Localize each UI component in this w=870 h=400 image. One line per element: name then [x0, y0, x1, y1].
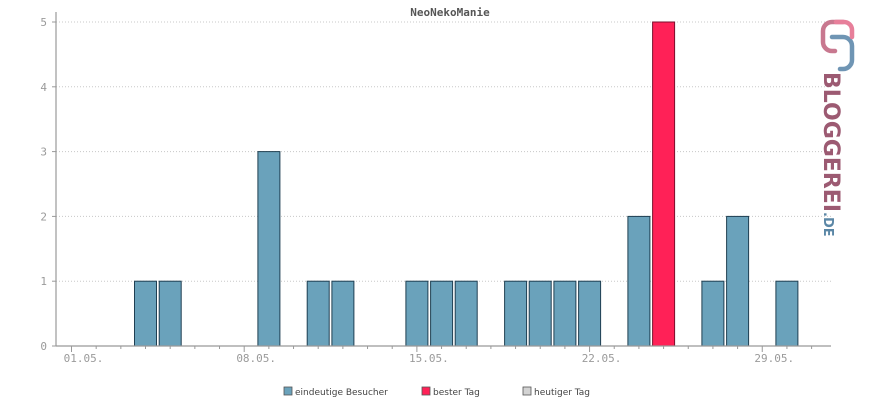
legend: eindeutige Besucher bester Tag heutiger Ta…	[283, 386, 590, 398]
logo-text: BLOGGEREI.DE	[818, 72, 843, 237]
bar	[134, 280, 157, 347]
logo-text-main: BLOGGEREI	[818, 72, 843, 212]
x-axis-ticks: 01.05. 08.05. 15.05. 22.05. 29.05.	[64, 346, 813, 365]
x-tick-label: 08.05.	[236, 352, 276, 365]
y-tick-label: 3	[40, 146, 47, 159]
bar	[331, 280, 355, 347]
legend-label: eindeutige Besucher	[295, 388, 388, 398]
legend-label: heutiger Tag	[534, 388, 590, 398]
x-tick-label: 01.05.	[64, 352, 104, 365]
legend-label: bester Tag	[433, 388, 480, 398]
bloggerei-logo: BLOGGEREI.DE	[818, 19, 855, 237]
x-tick-label: 22.05.	[582, 352, 622, 365]
bar	[454, 280, 478, 347]
bar	[726, 215, 750, 347]
y-tick-label: 5	[40, 16, 47, 29]
bar	[306, 280, 330, 347]
chart-title: NeoNekoManie	[410, 6, 490, 19]
bar	[701, 280, 725, 347]
x-tick-label: 29.05.	[754, 352, 794, 365]
bars	[134, 21, 799, 347]
bar	[405, 280, 429, 347]
y-axis-ticks: 0 1 2 3 4 5	[40, 16, 56, 353]
bar	[553, 280, 577, 347]
bar	[504, 280, 528, 347]
y-tick-label: 1	[40, 275, 47, 288]
logo-text-suffix: .DE	[820, 212, 835, 237]
logo-icon	[820, 19, 855, 72]
legend-swatch	[421, 386, 431, 396]
legend-swatch	[522, 386, 532, 396]
y-tick-label: 4	[40, 81, 47, 94]
y-tick-label: 2	[40, 210, 47, 223]
bar	[257, 151, 281, 347]
gridlines	[56, 21, 831, 282]
bar	[430, 280, 454, 347]
bar	[578, 280, 602, 347]
bar-best-day	[652, 21, 676, 347]
x-tick-label: 15.05.	[409, 352, 449, 365]
bar	[158, 280, 182, 347]
bar	[627, 215, 651, 347]
y-tick-label: 0	[40, 340, 47, 353]
bar	[528, 280, 552, 347]
legend-swatch	[283, 386, 293, 396]
bar	[775, 280, 799, 347]
